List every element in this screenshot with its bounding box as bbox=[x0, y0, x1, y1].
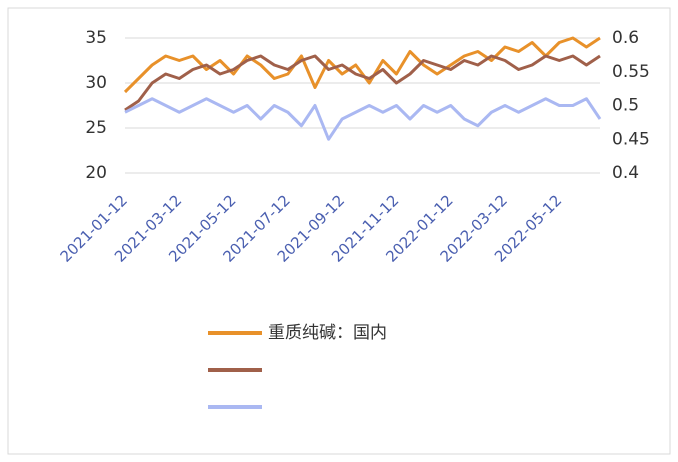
y2-tick-label: 0.45 bbox=[612, 129, 650, 149]
series-line bbox=[124, 97, 602, 141]
chart-border bbox=[7, 7, 671, 455]
legend-label: 重质纯碱：国内 bbox=[268, 323, 387, 343]
y2-tick-label: 0.55 bbox=[612, 62, 650, 82]
y2-tick-label: 0.4 bbox=[612, 163, 639, 183]
y-tick-label: 20 bbox=[85, 163, 107, 183]
y2-tick-label: 0.6 bbox=[612, 28, 639, 48]
series-line bbox=[124, 54, 601, 112]
y-tick-label: 35 bbox=[85, 28, 107, 48]
y-tick-label: 30 bbox=[85, 73, 107, 93]
y-tick-label: 25 bbox=[85, 118, 107, 138]
y2-tick-label: 0.5 bbox=[612, 96, 639, 116]
